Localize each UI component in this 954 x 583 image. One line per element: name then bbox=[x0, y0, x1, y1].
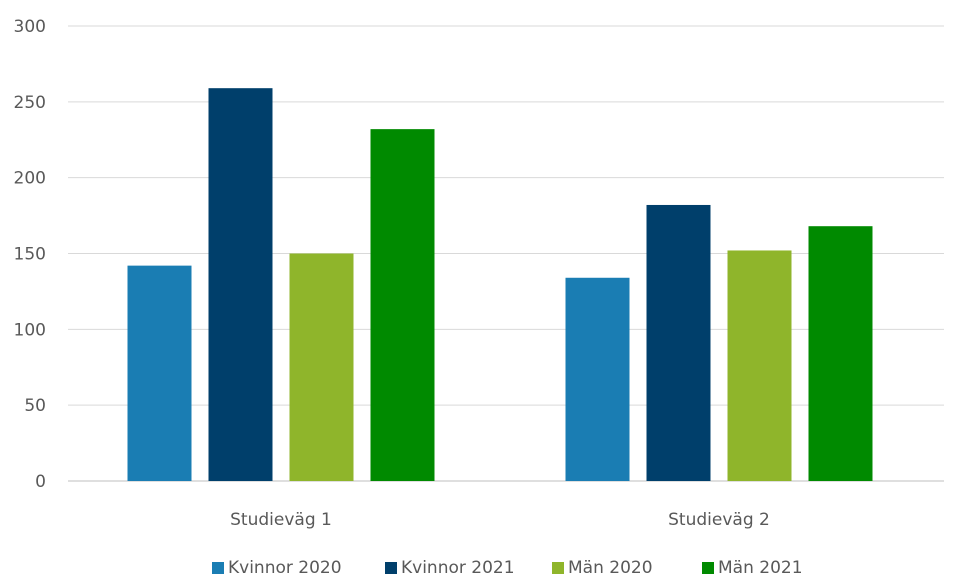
y-tick-label: 150 bbox=[14, 245, 46, 265]
legend-label: Män 2021 bbox=[718, 558, 803, 578]
bar-män-2020-1 bbox=[290, 254, 354, 482]
bar-kvinnor-2020-2 bbox=[566, 278, 630, 481]
legend-swatch bbox=[552, 562, 564, 574]
legend-label: Män 2020 bbox=[568, 558, 653, 578]
y-tick-label: 300 bbox=[14, 17, 46, 37]
bar-kvinnor-2021-2 bbox=[647, 205, 711, 481]
legend-label: Kvinnor 2020 bbox=[228, 558, 342, 578]
bars bbox=[128, 88, 873, 481]
legend-label: Kvinnor 2021 bbox=[401, 558, 515, 578]
bar-kvinnor-2020-1 bbox=[128, 266, 192, 481]
bar-män-2020-2 bbox=[728, 250, 792, 481]
legend-swatch bbox=[385, 562, 397, 574]
legend: Kvinnor 2020 Kvinnor 2021 Män 2020 Män 2021 bbox=[212, 558, 803, 578]
bar-män-2021-2 bbox=[809, 226, 873, 481]
x-category-label: Studieväg 2 bbox=[668, 510, 770, 530]
y-tick-label: 50 bbox=[24, 396, 46, 416]
y-tick-label: 250 bbox=[14, 93, 46, 113]
bar-män-2021-1 bbox=[371, 129, 435, 481]
y-axis-ticks: 0 50 100 150 200 250 300 bbox=[14, 17, 46, 492]
bar-kvinnor-2021-1 bbox=[209, 88, 273, 481]
x-axis-categories: Studieväg 1 Studieväg 2 bbox=[230, 510, 770, 530]
legend-swatch bbox=[702, 562, 714, 574]
legend-swatch bbox=[212, 562, 224, 574]
y-tick-label: 200 bbox=[14, 169, 46, 189]
x-category-label: Studieväg 1 bbox=[230, 510, 332, 530]
y-tick-label: 100 bbox=[14, 320, 46, 340]
y-tick-label: 0 bbox=[35, 472, 46, 492]
